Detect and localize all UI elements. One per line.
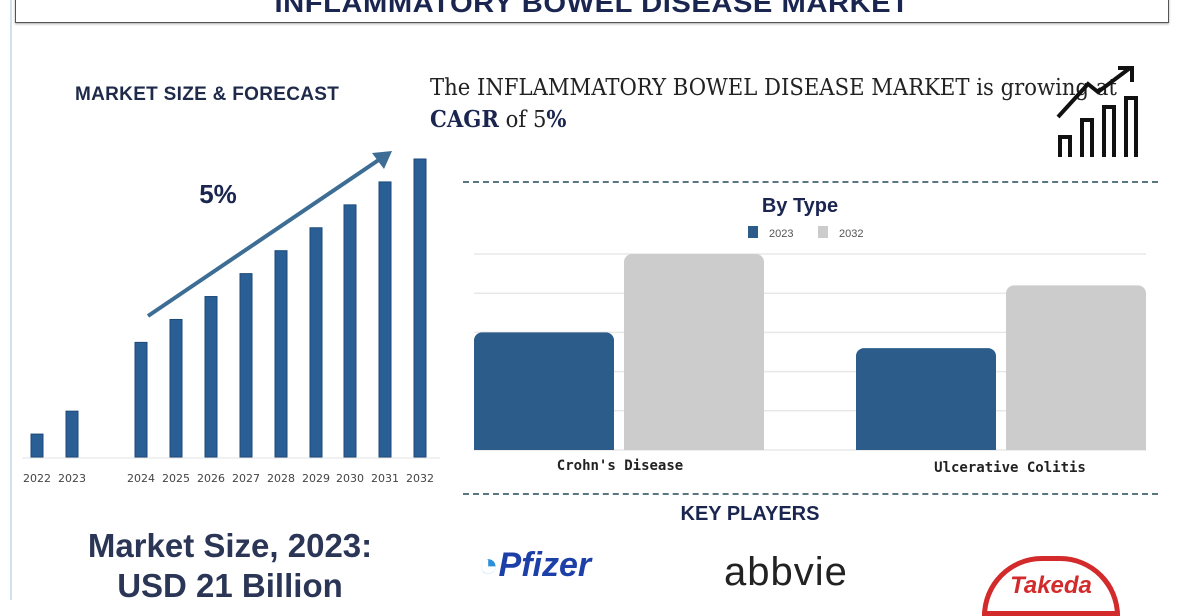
bar-base (624, 440, 764, 450)
headline: The INFLAMMATORY BOWEL DISEASE MARKET is… (430, 72, 1138, 136)
section-label: MARKET SIZE & FORECAST (75, 84, 340, 105)
category-label: Crohn's Disease (557, 458, 683, 474)
takeda-logo-text: Takeda (1010, 572, 1092, 599)
x-tick-label: 2032 (406, 472, 434, 485)
bar-2032 (624, 254, 764, 450)
bar-2023 (474, 332, 614, 450)
forecast-bar (378, 181, 392, 458)
headline-value: of 5 (498, 107, 547, 133)
forecast-bar (239, 273, 253, 458)
market-size-line2: USD 21 Billion (117, 567, 343, 604)
category-label: Ulcerative Colitis (934, 460, 1086, 476)
forecast-bar (30, 433, 44, 458)
x-tick-label: 2027 (232, 472, 260, 485)
forecast-bar (343, 204, 357, 458)
pfizer-logo-text: Pfizer (498, 546, 592, 584)
x-tick-label: 2031 (371, 472, 399, 485)
key-players-title: KEY PLAYERS (680, 503, 820, 525)
by-type-chart: By Type 2023 2032 Crohn's Disease Ulcera… (474, 195, 1146, 476)
page-title: INFLAMMATORY BOWEL DISEASE MARKET (274, 0, 910, 18)
divider (463, 181, 1158, 183)
x-tick-label: 2026 (197, 472, 225, 485)
headline-percent: % (546, 106, 567, 133)
bar-2023 (856, 348, 996, 450)
bar-2032 (1006, 285, 1146, 450)
forecast-bar (169, 318, 183, 458)
forecast-bar (274, 250, 288, 458)
headline-text: The INFLAMMATORY BOWEL DISEASE MARKET is… (430, 75, 1117, 101)
growth-chart-icon (1056, 66, 1138, 157)
legend-swatch-2032 (818, 226, 828, 238)
cagr-annotation: 5% (199, 179, 237, 209)
forecast-bar (204, 296, 218, 458)
trend-arrow (146, 155, 385, 318)
abbvie-logo: abbvie (724, 550, 848, 594)
legend-swatch-2023 (748, 226, 758, 238)
x-tick-label: 2025 (162, 472, 190, 485)
divider (463, 493, 1158, 495)
trend-arrowhead (372, 151, 392, 169)
x-tick-label: 2030 (336, 472, 364, 485)
bar-base (856, 440, 996, 450)
market-size: Market Size, 2023: USD 21 Billion (20, 526, 440, 606)
forecast-bar (309, 227, 323, 458)
x-tick-label: 2022 (23, 472, 51, 485)
legend-label-2023: 2023 (769, 228, 793, 240)
title-banner: INFLAMMATORY BOWEL DISEASE MARKET (15, 0, 1169, 23)
x-tick-label: 2029 (302, 472, 330, 485)
forecast-bar (65, 410, 79, 458)
headline-cagr: CAGR (430, 106, 499, 133)
legend-label-2032: 2032 (839, 228, 863, 240)
forecast-bar (134, 341, 148, 458)
bar-base (474, 440, 614, 450)
bar-base (1006, 440, 1146, 450)
forecast-chart: 2022 2023 2024 2025 2026 2027 2028 2029 2030 2031… (22, 151, 440, 485)
x-tick-label: 2028 (267, 472, 295, 485)
x-tick-label: 2023 (58, 472, 86, 485)
market-size-line1: Market Size, 2023: (87, 527, 373, 564)
page-border (10, 0, 12, 600)
chart-title: By Type (762, 195, 838, 217)
forecast-bar (413, 158, 427, 458)
x-tick-label: 2024 (127, 472, 155, 485)
takeda-logo: Takeda (982, 556, 1120, 616)
pfizer-logo: ◔Pfizer (478, 546, 592, 584)
